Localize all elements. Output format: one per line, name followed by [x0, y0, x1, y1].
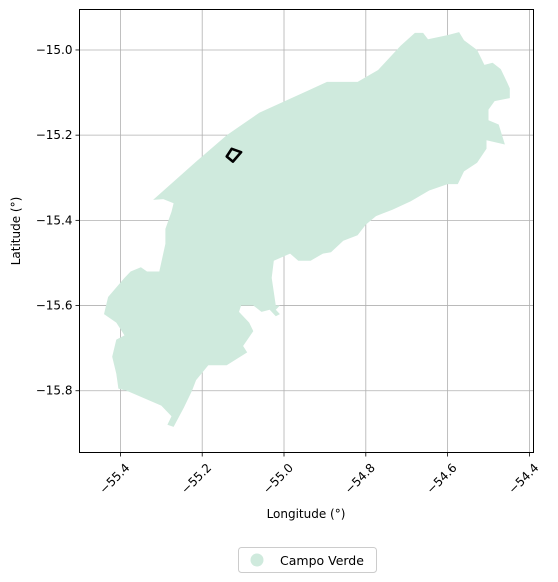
legend: Campo Verde: [238, 547, 377, 573]
x-tick-label: −55.4: [97, 461, 133, 497]
x-axis: −55.4 −55.2 −55.0 −54.8 −54.6 −54.4: [97, 452, 542, 497]
x-tick-label: −55.0: [260, 461, 296, 497]
x-tick-label: −55.2: [178, 461, 214, 497]
y-tick-label: −15.8: [36, 384, 73, 398]
plot-frame: [79, 9, 534, 453]
y-tick-label: −15.6: [36, 299, 73, 313]
y-axis: −15.0 −15.2 −15.4 −15.6 −15.8: [36, 43, 80, 398]
x-tick-label: −54.6: [424, 461, 460, 497]
region-campo-verde: [104, 32, 510, 427]
legend-marker-campo-verde: [250, 553, 264, 567]
legend-box: [238, 547, 377, 573]
x-tick-label: −54.4: [506, 461, 542, 497]
y-axis-label: Latitude (°): [9, 197, 23, 266]
regions: [104, 32, 510, 427]
y-tick-label: −15.0: [36, 43, 73, 57]
y-tick-label: −15.2: [36, 128, 73, 142]
x-axis-label: Longitude (°): [267, 507, 346, 521]
y-tick-label: −15.4: [36, 213, 73, 227]
legend-label-campo-verde: Campo Verde: [280, 553, 364, 568]
boundary-outline: [225, 147, 243, 163]
x-tick-label: −54.8: [342, 461, 378, 497]
